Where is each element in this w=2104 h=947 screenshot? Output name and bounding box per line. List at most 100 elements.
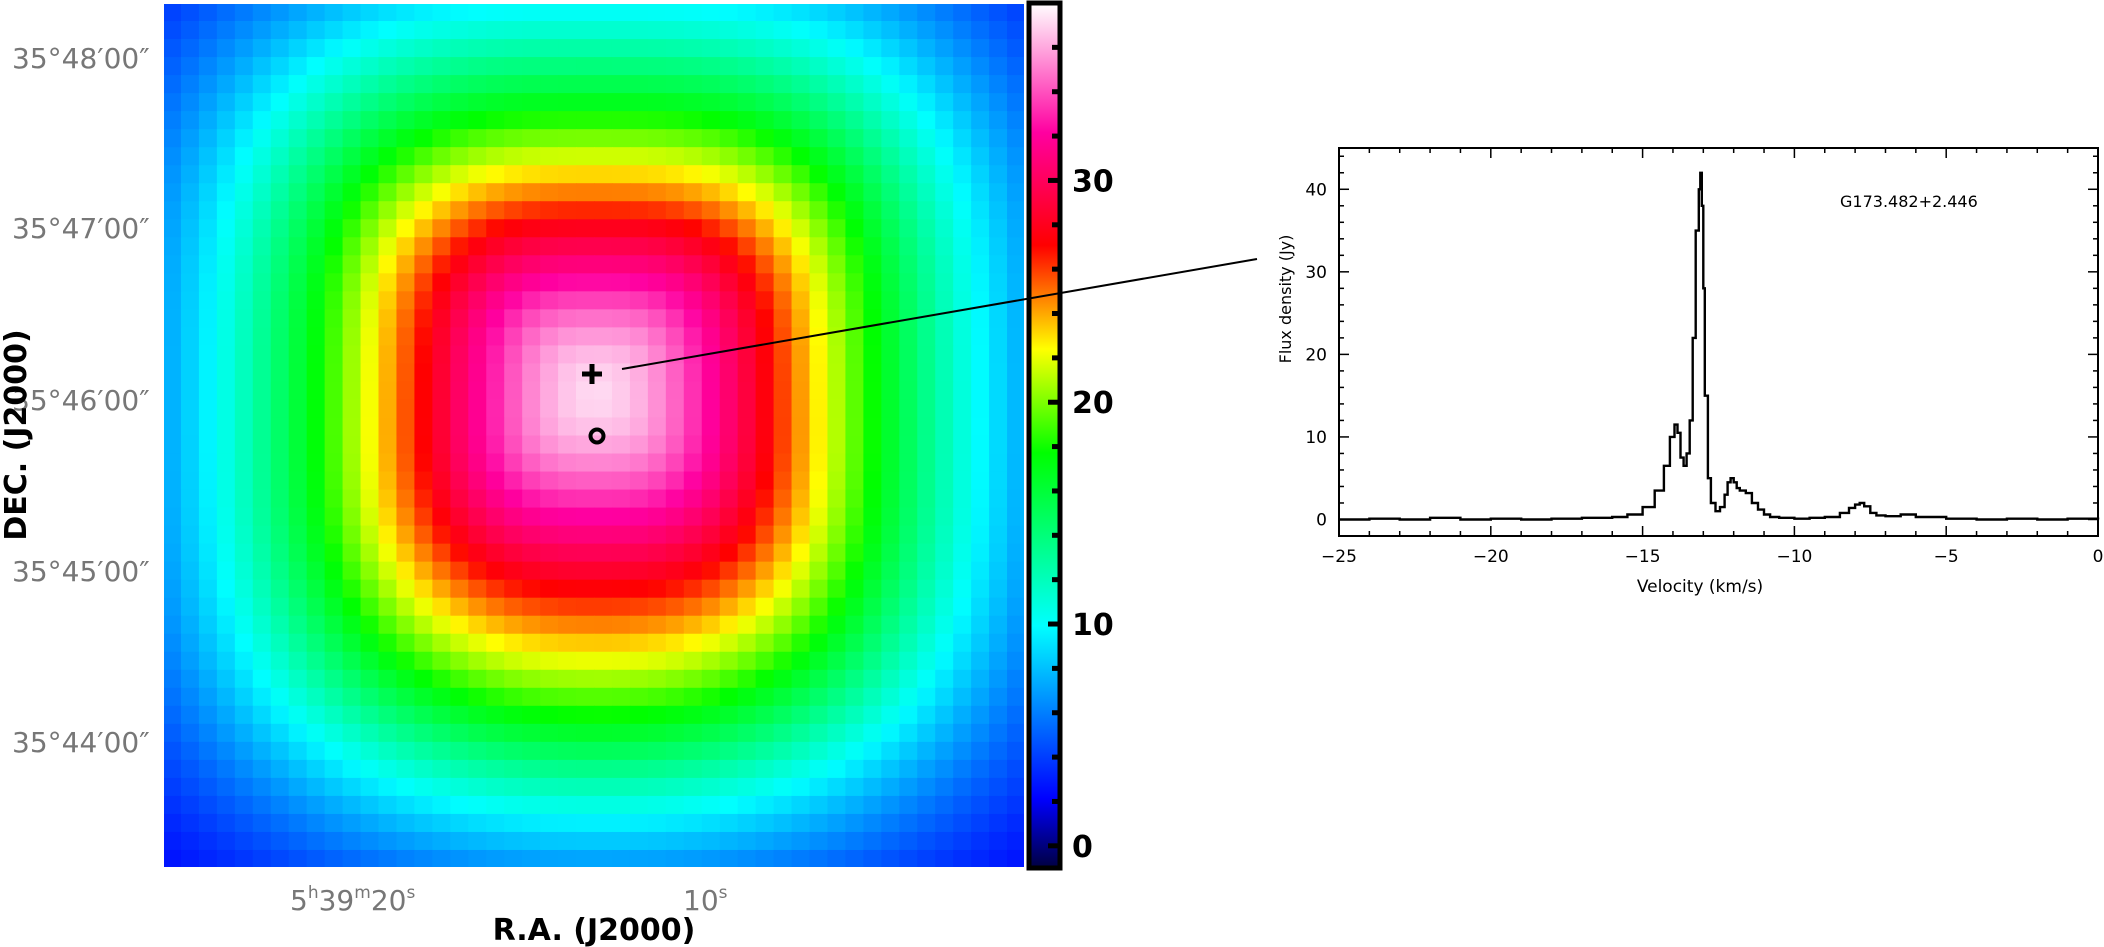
heatmap-cell [863,489,882,509]
heatmap-cell [683,669,703,689]
heatmap-cell [540,309,559,328]
heatmap-cell [450,345,469,365]
heatmap-cell [270,723,290,743]
heatmap-cell [180,471,200,491]
heatmap-cell [683,237,703,256]
heatmap-cell [737,543,757,563]
heatmap-cell [468,219,487,238]
heatmap-cell [683,759,703,779]
heatmap-cell [270,759,290,779]
heatmap-cell [629,39,649,58]
heatmap-cell [576,741,595,761]
heatmap-cell [450,417,469,437]
heatmap-cell [881,201,900,220]
heatmap-cell [647,201,667,220]
heatmap-cell [935,381,954,401]
heatmap-cell [252,363,272,383]
heatmap-cell [540,813,559,833]
heatmap-cell [881,381,900,401]
heatmap-cell [216,453,236,473]
heatmap-cell [414,345,433,365]
heatmap-cell [180,417,200,437]
heatmap-cell [432,615,451,635]
heatmap-cell [755,669,775,689]
heatmap-cell [971,543,990,563]
heatmap-cell [917,759,936,779]
heatmap-cell [755,57,775,76]
heatmap-cell [270,237,290,256]
heatmap-cell [558,687,577,707]
heatmap-cell [270,39,290,58]
heatmap-cell [917,57,936,76]
heatmap-cell [432,3,451,22]
heatmap-cell [701,705,721,725]
heatmap-cell [576,633,595,653]
heatmap-cell [414,129,433,148]
heatmap-cell [486,705,505,725]
heatmap-cell [450,21,469,40]
heatmap-cell [522,795,541,815]
heatmap-cell [450,849,469,869]
heatmap-cell [288,669,308,689]
heatmap-cell [719,741,739,761]
heatmap-cell [989,453,1008,473]
heatmap-cell [414,597,433,617]
heatmap-cell [701,147,721,166]
heatmap-cell [252,759,272,779]
heatmap-cell [360,615,380,635]
heatmap-cell [719,309,739,328]
heatmap-cell [845,507,864,527]
heatmap-cell [414,849,433,869]
heatmap-cell [611,687,631,707]
heatmap-cell [989,561,1008,581]
heatmap-cell [701,129,721,148]
heatmap-cell [845,633,864,653]
heatmap-cell [522,399,541,419]
heatmap-cell [594,165,613,184]
heatmap-cell [306,489,326,509]
heatmap-cell [683,489,703,509]
heatmap-cell [683,93,703,112]
heatmap-cell [540,219,559,238]
heatmap-cell [863,129,882,148]
heatmap-cell [486,471,505,491]
heatmap-cell [360,489,380,509]
heatmap-cell [270,165,290,184]
heatmap-cell [558,183,577,202]
heatmap-cell [432,147,451,166]
heatmap-cell [576,615,595,635]
heatmap-cell [216,399,236,419]
heatmap-cell [629,471,649,491]
heatmap-cell [755,489,775,509]
heatmap-cell [737,849,757,869]
heatmap-cell [270,93,290,112]
heatmap-cell [558,543,577,563]
heatmap-cell [701,831,721,851]
heatmap-cell [360,705,380,725]
heatmap-cell [450,795,469,815]
heatmap-cell [486,579,505,599]
heatmap-cell [468,381,487,401]
heatmap-cell [863,201,882,220]
heatmap-cell [683,417,703,437]
heatmap-cell [701,219,721,238]
heatmap-cell [917,129,936,148]
heatmap-cell [163,507,182,527]
heatmap-cell [971,795,990,815]
heatmap-cell [773,255,793,274]
heatmap-cell [522,219,541,238]
heatmap-cell [773,561,793,581]
heatmap-cell [899,435,918,455]
heatmap-cell [288,795,308,815]
heatmap-cell [971,633,990,653]
heatmap-cell [252,687,272,707]
heatmap-cell [809,705,829,725]
heatmap-cell [288,363,308,383]
heatmap-cell [755,309,775,328]
heatmap-cell [594,849,613,869]
heatmap-cell [737,3,757,22]
heatmap-cell [1007,471,1026,491]
heatmap-cell [378,399,398,419]
heatmap-cell [558,93,577,112]
heatmap-cell [216,219,236,238]
